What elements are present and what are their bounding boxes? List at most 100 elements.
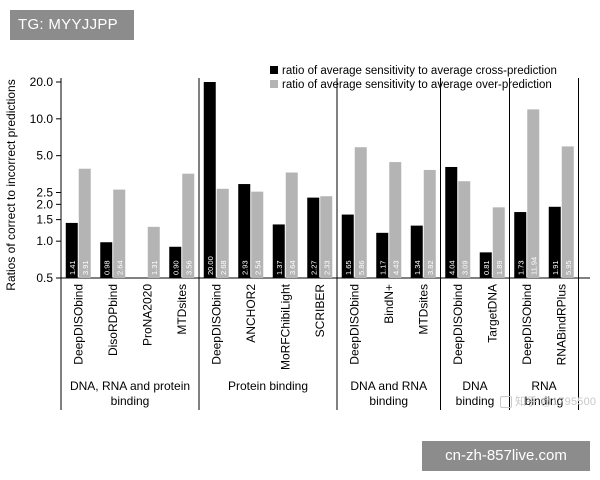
bar-value-label: 0.81 xyxy=(482,260,491,275)
bar-value-label: 3.82 xyxy=(426,260,435,275)
bar-value-label: 1.41 xyxy=(68,260,77,275)
legend-swatch xyxy=(270,80,278,88)
bar-value-label: 4.04 xyxy=(447,260,456,275)
y-tick-label: 10.0 xyxy=(30,112,54,126)
bar-value-label: 1.65 xyxy=(344,260,353,275)
bar-over-prediction xyxy=(216,188,229,278)
bar-value-label: 3.56 xyxy=(184,260,193,275)
bar-cross-prediction xyxy=(376,232,389,278)
bar-over-prediction xyxy=(354,147,367,278)
bar-cross-prediction xyxy=(100,242,113,278)
site-badge: cn-zh-857live.com xyxy=(422,441,590,471)
bar-over-prediction xyxy=(458,181,471,278)
bar-cross-prediction xyxy=(238,184,251,278)
bar-value-label: 1.37 xyxy=(275,260,284,275)
bar-over-prediction xyxy=(78,168,91,278)
legend-label: ratio of average sensitivity to average … xyxy=(282,79,552,91)
zhihu-icon xyxy=(500,396,512,409)
category-label: DeepDISObind xyxy=(71,284,85,365)
bar-value-label: 1.91 xyxy=(551,260,560,275)
bar-value-label: 1.73 xyxy=(516,260,525,275)
bar-over-prediction xyxy=(492,207,505,278)
bar-cross-prediction xyxy=(307,197,320,278)
bar-over-prediction xyxy=(320,196,333,278)
category-label: ProNA2020 xyxy=(140,284,154,346)
bar-value-label: 11.94 xyxy=(529,257,538,275)
bar-cross-prediction xyxy=(341,214,354,278)
category-label: DisoRDPbind xyxy=(106,284,120,356)
bar-value-label: 3.91 xyxy=(81,260,90,275)
bar-value-label: 1.34 xyxy=(413,260,422,275)
bar-value-label: 3.64 xyxy=(288,260,297,275)
group-label: binding xyxy=(525,394,564,408)
watermark: 知乎 @1795500 xyxy=(500,393,596,409)
category-label: TargetDNA xyxy=(485,284,499,343)
group-label: binding xyxy=(456,394,495,408)
category-label: MoRFChibiLight xyxy=(278,283,292,370)
tag-badge: TG: MYYJJPP xyxy=(10,10,134,40)
y-tick-label: 1.0 xyxy=(36,234,53,248)
bar-over-prediction xyxy=(389,162,402,278)
bar-over-prediction xyxy=(285,172,298,278)
y-tick-label: 1.5 xyxy=(36,213,53,227)
group-label: binding xyxy=(111,394,150,408)
bar-value-label: 2.93 xyxy=(240,260,249,275)
watermark-text: 知乎 @1795500 xyxy=(515,396,597,408)
bar-cross-prediction xyxy=(445,166,458,278)
y-tick-label: 0.5 xyxy=(36,271,53,285)
bar-value-label: 2.68 xyxy=(219,260,228,275)
y-tick-label: 5.0 xyxy=(36,149,53,163)
category-label: BindN+ xyxy=(382,284,396,324)
bar-cross-prediction xyxy=(169,246,182,278)
category-label: ANCHOR2 xyxy=(244,284,258,343)
bar-value-label: 4.43 xyxy=(391,260,400,275)
bar-value-label: 1.17 xyxy=(378,260,387,275)
bar-over-prediction xyxy=(113,189,126,278)
group-label: Protein binding xyxy=(228,379,308,393)
bar-cross-prediction xyxy=(203,82,216,278)
bar-value-label: 2.33 xyxy=(322,260,331,275)
bar-value-label: 2.27 xyxy=(309,260,318,275)
group-label: DNA, RNA and protein xyxy=(70,379,190,393)
tag-text: TG: MYYJJPP xyxy=(18,16,118,33)
group-label: RNA xyxy=(531,379,556,393)
y-tick-label: 2.0 xyxy=(36,197,53,211)
category-label: DeepDISObind xyxy=(209,284,223,365)
bar-value-label: 3.09 xyxy=(460,260,469,275)
bar-cross-prediction xyxy=(479,252,492,278)
bar-cross-prediction xyxy=(410,225,423,278)
category-label: MTDsites xyxy=(416,284,430,335)
bar-value-label: 2.64 xyxy=(115,260,124,275)
bar-value-label: 20.00 xyxy=(206,256,215,275)
bar-cross-prediction xyxy=(514,212,527,278)
category-label: SCRIBER xyxy=(313,284,327,338)
bar-over-prediction xyxy=(182,173,195,278)
bar-cross-prediction xyxy=(272,224,285,278)
category-label: DeepDISObind xyxy=(451,284,465,365)
site-text: cn-zh-857live.com xyxy=(445,447,567,464)
category-label: DeepDISObind xyxy=(520,284,534,365)
category-label: RNABindRPlus xyxy=(554,284,568,365)
category-label: MTDsites xyxy=(175,284,189,335)
category-label: DeepDISObind xyxy=(347,284,361,365)
group-label: DNA and RNA xyxy=(350,379,427,393)
legend-label: ratio of average sensitivity to average … xyxy=(282,65,557,77)
bar-value-label: 2.54 xyxy=(253,260,262,275)
bar-over-prediction xyxy=(527,109,540,278)
bar-cross-prediction xyxy=(548,206,561,278)
y-tick-label: 20.0 xyxy=(30,75,54,89)
bar-value-label: 0.90 xyxy=(171,260,180,275)
bar-value-label: 1.31 xyxy=(150,260,159,275)
bar-cross-prediction xyxy=(65,222,78,278)
bar-over-prediction xyxy=(423,169,436,278)
legend-swatch xyxy=(270,66,278,74)
bar-value-label: 5.95 xyxy=(564,260,573,275)
y-tick-label: 2.5 xyxy=(36,185,53,199)
bar-value-label: 1.89 xyxy=(495,260,504,275)
bar-over-prediction xyxy=(147,226,160,278)
group-label: binding xyxy=(369,394,408,408)
bar-value-label: 0.98 xyxy=(102,260,111,275)
y-axis-title: Ratios of correct to incorrect predictio… xyxy=(4,79,18,290)
bar-over-prediction xyxy=(561,146,574,278)
